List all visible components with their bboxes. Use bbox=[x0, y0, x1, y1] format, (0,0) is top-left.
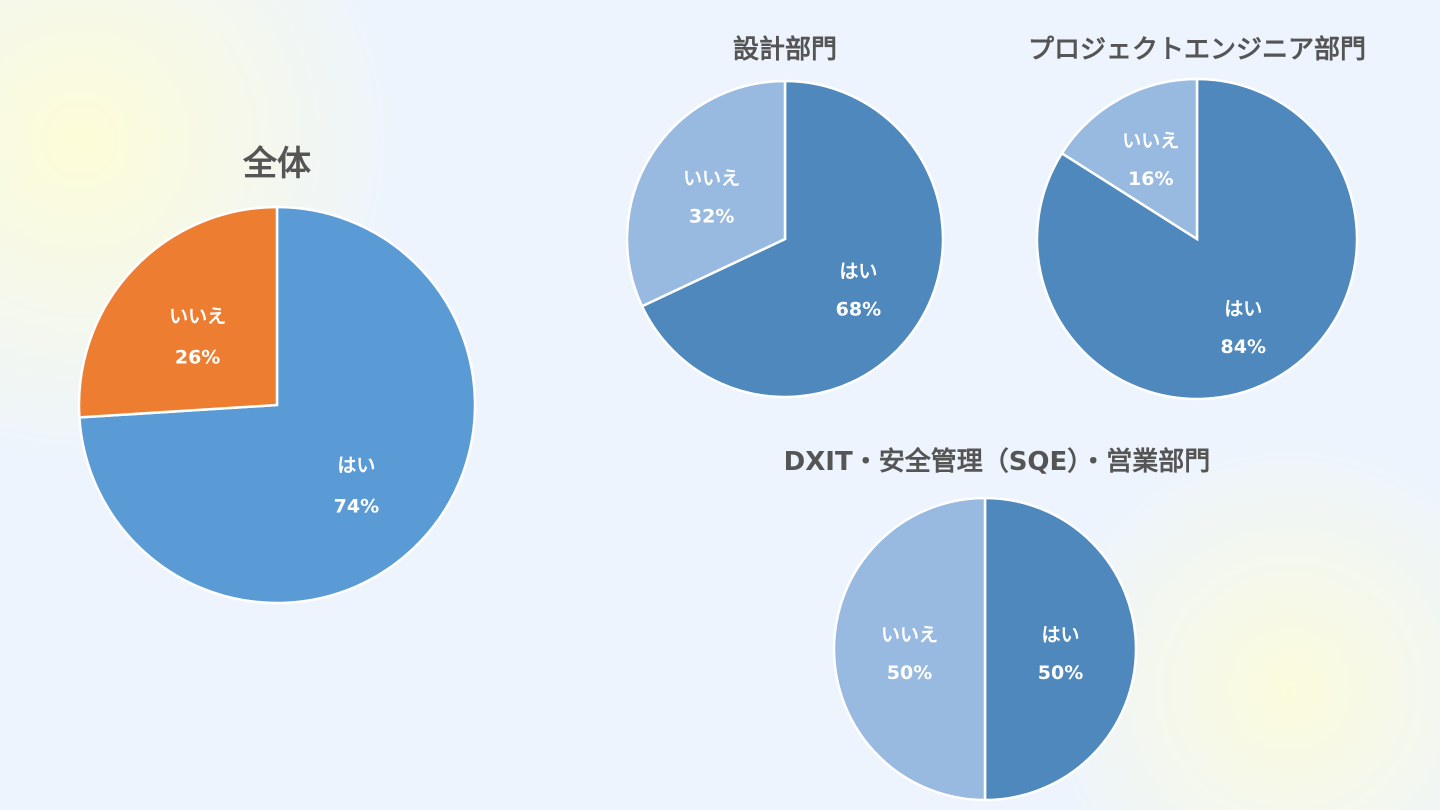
slice-category-label: いいえ bbox=[881, 624, 938, 646]
slice-category-label: いいえ bbox=[169, 305, 226, 327]
pie-slice-no bbox=[832, 496, 987, 802]
slice-value-label: 32% bbox=[689, 205, 734, 227]
pie-slice-yes bbox=[983, 496, 1138, 802]
slice-value-label: 50% bbox=[887, 662, 932, 684]
slice-category-label: はい bbox=[839, 261, 877, 283]
slice-value-label: 16% bbox=[1128, 168, 1173, 190]
slice-value-label: 74% bbox=[334, 496, 379, 518]
slice-category-label: はい bbox=[1224, 298, 1262, 320]
chart-title: 全体 bbox=[242, 144, 311, 184]
slice-value-label: 50% bbox=[1038, 662, 1083, 684]
slice-value-label: 26% bbox=[175, 346, 220, 368]
pie-slice-no bbox=[625, 79, 787, 308]
pie-slice-no bbox=[1060, 77, 1199, 242]
slice-value-label: 68% bbox=[836, 299, 881, 321]
chart-title: プロジェクトエンジニア部門 bbox=[1028, 35, 1366, 65]
pie-slice-yes bbox=[640, 79, 945, 399]
slice-value-label: 84% bbox=[1221, 336, 1266, 358]
slice-category-label: はい bbox=[337, 455, 375, 477]
slice-category-label: いいえ bbox=[683, 167, 740, 189]
pie-slice-no bbox=[77, 205, 279, 419]
slice-category-label: いいえ bbox=[1122, 130, 1179, 152]
chart-title: DXIT・安全管理（SQE）・営業部門 bbox=[784, 446, 1211, 477]
slice-category-label: はい bbox=[1041, 624, 1079, 646]
chart-title: 設計部門 bbox=[733, 34, 837, 65]
